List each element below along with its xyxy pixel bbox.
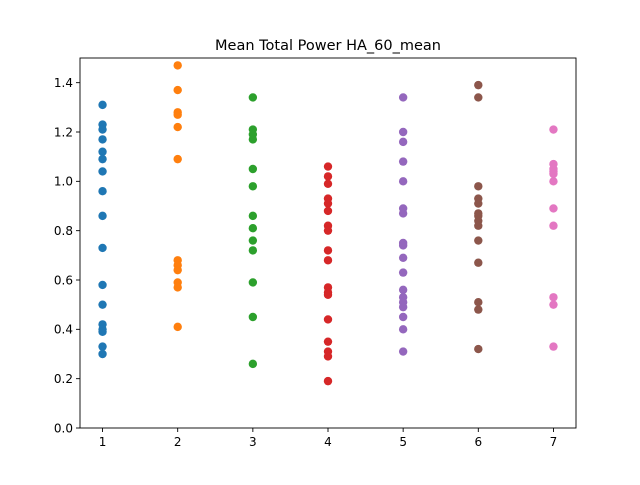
- data-point: [98, 211, 107, 221]
- x-tick-label: 5: [399, 435, 407, 449]
- data-point: [248, 182, 258, 191]
- data-point: [549, 204, 558, 213]
- data-point: [173, 110, 182, 119]
- data-point: [98, 300, 107, 309]
- data-point: [173, 322, 182, 332]
- y-tick-label: 1.0: [54, 175, 73, 189]
- data-point: [398, 302, 408, 312]
- data-point: [398, 93, 408, 102]
- data-point: [98, 154, 107, 164]
- data-point: [323, 315, 333, 324]
- x-tick-label: 6: [474, 435, 482, 449]
- data-point: [549, 342, 558, 351]
- data-point: [323, 256, 333, 265]
- y-tick-label: 1.2: [54, 125, 73, 139]
- data-point: [323, 172, 333, 181]
- data-point: [98, 167, 107, 176]
- data-point: [398, 347, 408, 356]
- data-point: [98, 187, 107, 196]
- x-tick-label: 7: [550, 435, 558, 449]
- data-point: [248, 93, 258, 102]
- data-point: [248, 135, 258, 144]
- data-point: [398, 253, 408, 262]
- data-point: [549, 293, 558, 302]
- data-point: [398, 285, 408, 295]
- data-point: [474, 182, 483, 191]
- data-point: [248, 278, 258, 287]
- data-point: [323, 162, 333, 171]
- data-point: [98, 327, 107, 336]
- data-point: [549, 125, 558, 134]
- data-point: [98, 342, 107, 351]
- chart-title: Mean Total Power HA_60_mean: [215, 38, 441, 54]
- data-point: [98, 125, 107, 134]
- data-point: [173, 265, 182, 275]
- data-point: [248, 211, 258, 221]
- data-point: [398, 312, 408, 322]
- data-point: [248, 236, 258, 245]
- x-tick-label: 3: [249, 435, 257, 449]
- y-tick-label: 0.6: [54, 273, 73, 287]
- data-point: [248, 164, 258, 174]
- data-point: [323, 179, 333, 188]
- data-point: [323, 376, 333, 386]
- data-point: [474, 80, 483, 90]
- data-point: [173, 61, 182, 70]
- data-point: [398, 209, 408, 218]
- y-tick-label: 0.0: [54, 421, 73, 435]
- data-point: [248, 312, 258, 322]
- data-point: [323, 352, 333, 361]
- data-point: [323, 206, 333, 216]
- data-point: [98, 100, 107, 110]
- x-tick-label: 1: [99, 435, 107, 449]
- data-point: [398, 268, 408, 277]
- x-tick-label: 4: [324, 435, 332, 449]
- data-point: [549, 221, 558, 230]
- data-point: [474, 199, 483, 208]
- data-point: [248, 246, 258, 255]
- data-point: [474, 305, 483, 314]
- data-point: [474, 93, 483, 102]
- data-point: [474, 236, 483, 245]
- data-point: [323, 226, 333, 235]
- data-point: [474, 221, 483, 230]
- data-point: [398, 177, 408, 186]
- y-tick-label: 0.8: [54, 224, 73, 238]
- axes: 1 2 3 4 5 6 7 0.0 0.2 0.4 0.6 0.8 1.0 1.2 1.4: [54, 57, 577, 449]
- data-point: [173, 122, 182, 132]
- y-tick-label: 0.2: [54, 372, 73, 386]
- data-points: [98, 61, 558, 386]
- data-point: [98, 280, 107, 290]
- data-point: [549, 177, 558, 186]
- data-point: [549, 300, 558, 309]
- data-point: [248, 359, 258, 369]
- data-point: [98, 349, 107, 359]
- y-tick-label: 0.4: [54, 323, 73, 337]
- data-point: [323, 290, 333, 299]
- data-point: [323, 199, 333, 208]
- data-point: [549, 169, 558, 179]
- data-point: [398, 137, 408, 147]
- data-point: [173, 154, 182, 164]
- x-tick-label: 2: [174, 435, 182, 449]
- data-point: [323, 337, 333, 346]
- data-point: [248, 224, 258, 233]
- data-point: [474, 258, 483, 267]
- data-point: [173, 283, 182, 292]
- data-point: [98, 147, 107, 156]
- data-point: [398, 241, 408, 250]
- data-point: [474, 298, 483, 307]
- data-point: [474, 344, 483, 354]
- data-point: [323, 246, 333, 255]
- data-point: [398, 325, 408, 334]
- y-tick-label: 1.4: [54, 76, 73, 90]
- data-point: [173, 85, 182, 95]
- data-point: [98, 243, 107, 253]
- data-point: [98, 135, 107, 144]
- data-point: [398, 157, 408, 166]
- data-point: [398, 127, 408, 137]
